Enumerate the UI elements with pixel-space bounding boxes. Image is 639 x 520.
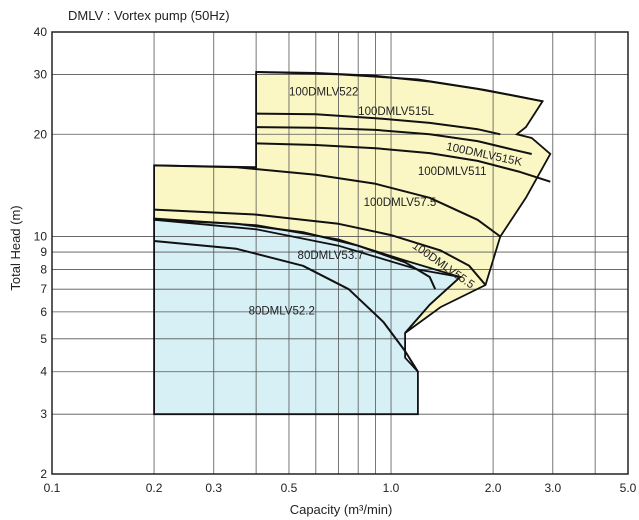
curve-label: 100DMLV522 [289,87,358,99]
y-tick-label: 10 [34,230,48,244]
y-tick-label: 40 [34,25,48,39]
x-axis-label: Capacity (m³/min) [290,502,393,517]
x-tick-label: 0.2 [146,481,163,495]
plot-frame [51,31,629,475]
y-tick-label: 6 [40,305,47,319]
y-axis-label: Total Head (m) [8,205,23,290]
curve-100DMLV511 [256,142,551,183]
curve-lines [154,71,551,373]
curve-100DMLV515K [256,126,532,155]
y-tick-label: 5 [40,332,47,346]
x-tick-label: 1.0 [383,481,400,495]
curve-80DMLV52.2 [154,240,419,373]
curve-100DMLV55.5 [154,208,487,286]
curve-label: 100DMLV511 [418,166,487,178]
y-tick-label: 2 [40,467,47,481]
curve-100DMLV522 [256,71,543,103]
curve-label: 80DMLV52.2 [249,305,315,317]
y-tick-label: 9 [40,245,47,259]
x-tick-label: 0.5 [281,481,298,495]
x-tick-label: 0.1 [44,481,61,495]
chart-title: DMLV : Vortex pump (50Hz) [68,8,230,23]
x-tick-label: 0.3 [205,481,222,495]
y-tick-labels: 2 3 4 5 6 7 8 910 20 30 40 [34,25,48,481]
curve-label: 80DMLV53.7 [298,250,364,262]
curve-100DMLV57.5 [154,164,501,238]
y-tick-label: 3 [40,407,47,421]
curve-100DMLV515L [256,112,501,136]
curve-80DMLV53.7 [154,218,437,290]
x-tick-label: 3.0 [544,481,561,495]
x-tick-label: 5.0 [620,481,637,495]
y-tick-label: 4 [40,365,47,379]
curve-label: 100DMLV515L [358,106,434,118]
y-tick-label: 8 [40,262,47,276]
y-tick-label: 30 [34,67,48,81]
y-tick-label: 20 [34,127,48,141]
y-tick-label: 7 [40,282,47,296]
zone-80 [154,218,461,415]
x-tick-label: 2.0 [485,481,502,495]
x-tick-labels: 0.1 0.2 0.3 0.5 1.0 2.0 3.0 5.0 [44,481,637,495]
curve-label: 100DMLV57.5 [364,197,437,209]
